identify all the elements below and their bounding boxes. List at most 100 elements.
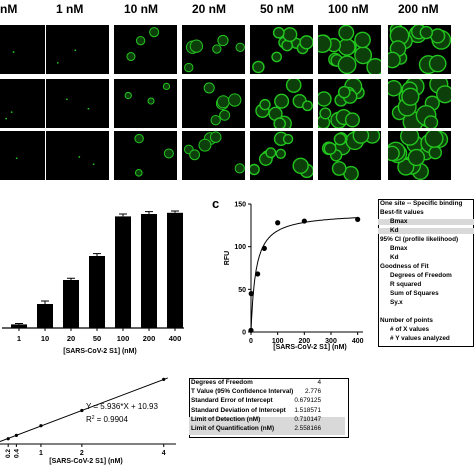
binding-curve-chart: 0 50 100 150 0 100 200 300 400 RFU [SARS-CoV-2 S…	[224, 202, 364, 352]
linear-x-tick: 1	[39, 450, 43, 457]
concentration-label: 50 nM	[260, 2, 295, 16]
stats-label: Limit of Quantification (nM)	[191, 425, 275, 432]
concentration-label: 10 nM	[124, 2, 159, 16]
data-point	[248, 291, 254, 297]
microscopy-image	[318, 25, 381, 74]
microscopy-image	[250, 79, 313, 128]
fit-curve	[250, 217, 358, 333]
data-point	[39, 424, 43, 428]
microscopy-image	[0, 131, 45, 180]
linear-x-tick: 2	[80, 450, 84, 457]
binding-y-tick: 50	[238, 287, 246, 294]
error-bar	[41, 300, 49, 304]
stats-value: 0.710147	[294, 415, 321, 423]
bar-20	[63, 280, 79, 328]
table-row: Degrees of Freedom	[390, 272, 452, 279]
table-row: Kd	[378, 227, 474, 235]
error-bar	[67, 277, 75, 280]
error-bar	[93, 253, 101, 256]
fit-results-table: One site -- Specific binding Best-fit val…	[378, 199, 474, 347]
data-point	[80, 408, 84, 413]
data-point	[14, 433, 18, 437]
stats-value: 4	[317, 379, 321, 386]
bar-10	[37, 304, 53, 328]
table-row: Best-fit values	[380, 209, 424, 216]
stats-value: 2.558166	[294, 425, 321, 432]
microscopy-image	[46, 131, 109, 180]
equation-label: Y = 5.936*X + 10.93	[86, 402, 158, 411]
bar-tick-label: 100	[117, 334, 130, 343]
binding-x-tick: 400	[352, 338, 364, 345]
binding-x-tick: 100	[272, 338, 284, 345]
binding-y-axis-label: RFU	[224, 251, 231, 265]
microscopy-image	[318, 131, 381, 180]
table-border	[189, 378, 349, 438]
binding-x-axis-label: [SARS-CoV-2 S1] (nM)	[273, 344, 347, 351]
microscopy-image	[388, 131, 451, 180]
microscopy-image	[46, 25, 109, 74]
stats-row: Limit of Quantification (nM) 2.558166	[189, 425, 345, 435]
error-bar	[145, 211, 153, 214]
binding-y-tick: 100	[234, 244, 246, 251]
bar-50	[89, 256, 105, 328]
table-row: One site -- Specific binding	[380, 200, 463, 207]
bar-x-axis-label: [SARS-CoV-2 S1] (nM)	[63, 348, 137, 355]
microscopy-image	[318, 79, 381, 128]
regression-line	[0, 377, 168, 443]
stats-row: Standard Error of Intercept 0.679125	[189, 397, 345, 407]
table-row: R squared	[390, 281, 422, 288]
binding-y-tick: 0	[242, 330, 246, 337]
bar-1	[11, 324, 27, 328]
stats-row: T Value (95% Confidence Interval) 2.776	[189, 388, 345, 398]
error-bar	[119, 213, 127, 217]
bar-tick-label: 10	[41, 334, 49, 343]
bar-tick-label: 1	[17, 334, 21, 343]
microscopy-image	[182, 79, 245, 128]
stats-label: Limit of Detection (nM)	[191, 415, 261, 423]
data-point	[355, 216, 361, 222]
microscopy-image	[250, 131, 313, 180]
concentration-label: 200 nM	[398, 2, 439, 16]
bar-tick-label: 50	[93, 334, 101, 343]
table-row: Number of points	[380, 317, 433, 324]
error-bar	[171, 210, 179, 213]
microscopy-image	[114, 25, 177, 74]
linear-x-tick: 4	[162, 450, 166, 457]
table-row: Bmax	[378, 218, 474, 226]
bar-tick-label: 400	[169, 334, 182, 343]
stats-label: Standard Error of Intercept	[191, 397, 273, 405]
stats-value: 1.518571	[294, 406, 321, 414]
stats-label: Standard Deviation of Intercept	[191, 406, 286, 414]
binding-y-tick: 150	[234, 202, 246, 209]
panel-c-label: c	[212, 196, 220, 211]
detection-limits-table: Degrees of Freedom 4 T Value (95% Confiden…	[189, 378, 349, 438]
stats-row: Limit of Detection (nM) 0.710147	[189, 415, 345, 426]
binding-x-tick: 0	[249, 338, 253, 345]
data-point	[255, 271, 261, 277]
microscopy-image	[250, 25, 313, 74]
concentration-label: 1 nM	[56, 2, 84, 16]
table-row: # of X values	[390, 326, 430, 333]
linear-x-tick: 0.2	[5, 449, 12, 458]
r-squared-label: R2 = 0.9904	[86, 415, 128, 424]
stats-label: T Value (95% Confidence Interval)	[191, 388, 294, 396]
table-row: 95% CI (profile likelihood)	[380, 236, 459, 243]
linear-regression-chart: 0.2 0.4 1 2 4 Y = 5.936*X + 10.93 R2 = 0.9904…	[0, 377, 176, 465]
bar-400	[167, 212, 183, 328]
stats-row: Degrees of Freedom 4	[189, 379, 345, 389]
table-row: Kd	[390, 254, 399, 261]
table-row: Bmax	[390, 245, 408, 252]
microscopy-image	[182, 25, 245, 74]
bar-chart: 1 10 20 50 100 200 400 [SARS-CoV-2 S1] (nM)	[2, 210, 184, 355]
concentration-label: 20 nM	[192, 2, 227, 16]
binding-x-tick: 200	[298, 338, 310, 345]
data-point	[261, 245, 267, 251]
linear-x-tick: 0.4	[13, 449, 20, 458]
concentration-label: nM	[0, 2, 18, 16]
microscopy-image	[388, 25, 451, 74]
concentration-label: 100 nM	[328, 2, 369, 16]
bar-tick-label: 20	[67, 334, 75, 343]
table-row: Sum of Squares	[390, 290, 439, 297]
bar-200	[141, 214, 157, 328]
error-bar	[15, 322, 23, 325]
